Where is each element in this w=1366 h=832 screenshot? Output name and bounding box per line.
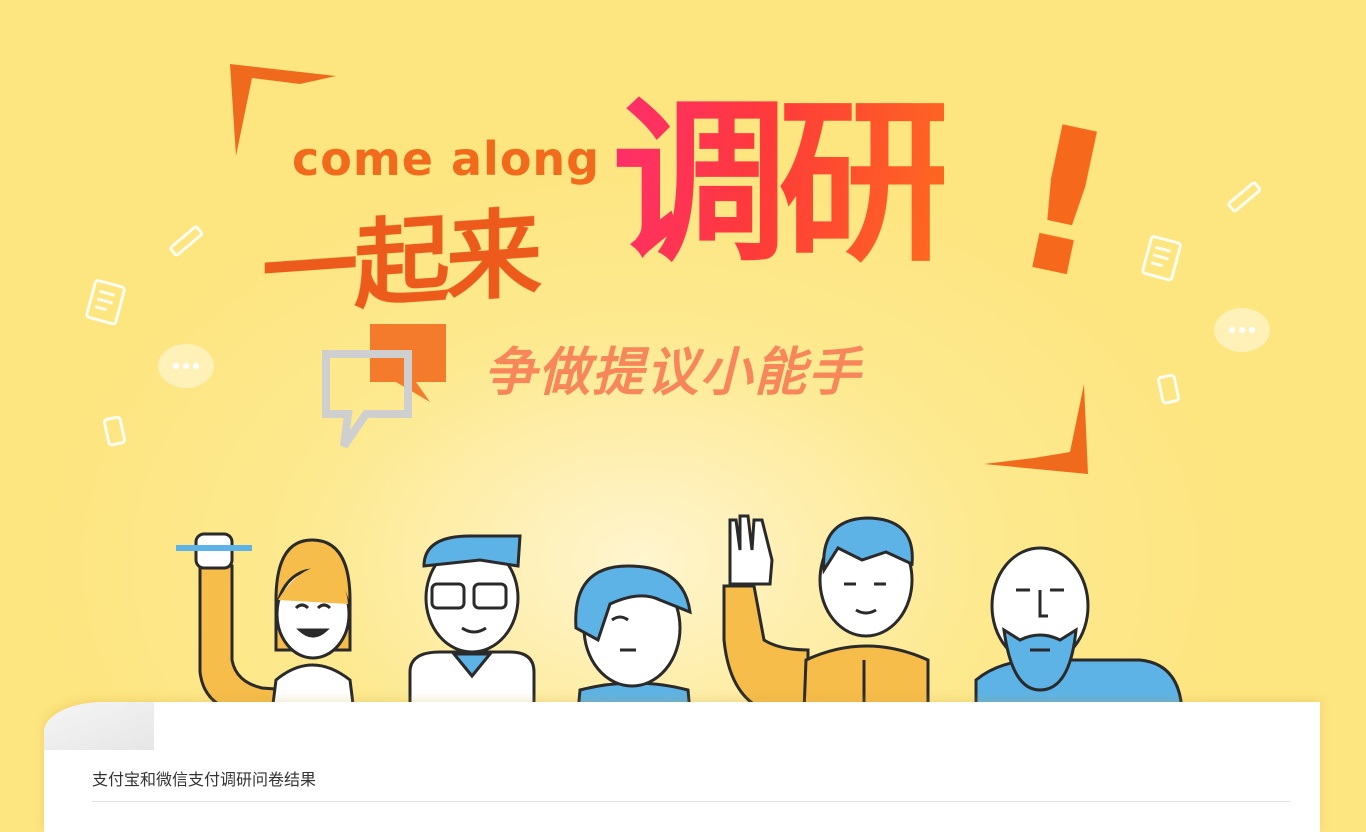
character-waving-guy (722, 514, 930, 714)
phone-icon-left (103, 415, 126, 447)
corner-bracket-top-left (230, 64, 336, 156)
corner-bracket-bottom-right (984, 384, 1088, 474)
speech-bubble-icon (322, 324, 446, 449)
character-bearded-guy (974, 546, 1184, 714)
character-girl-pencil (176, 532, 356, 714)
chat-dots-icon-left (158, 344, 214, 388)
banner-illustration (85, 64, 1270, 714)
pencil-icon-left (169, 225, 204, 257)
chat-dots-icon-right (1214, 308, 1270, 352)
content-card (44, 702, 1320, 832)
document-icon-right (1141, 235, 1182, 282)
character-glasses-guy (408, 534, 536, 714)
pencil-icon-right (1227, 181, 1262, 213)
card-title: 支付宝和微信支付调研问卷结果 (92, 770, 317, 789)
card-divider (92, 801, 1290, 802)
hero-banner: come along 一起来 调研 ! 争做提议小能手 (85, 64, 1270, 714)
phone-icon-right (1157, 373, 1180, 405)
headline-main: 调研 (612, 81, 954, 286)
headline-chinese: 一起来 (262, 197, 538, 329)
banner-subtitle: 争做提议小能手 (484, 343, 863, 403)
character-blue-hair-girl (574, 564, 692, 714)
page-curl (44, 702, 154, 750)
document-icon-left (85, 279, 126, 326)
headline-english: come along (292, 132, 601, 186)
